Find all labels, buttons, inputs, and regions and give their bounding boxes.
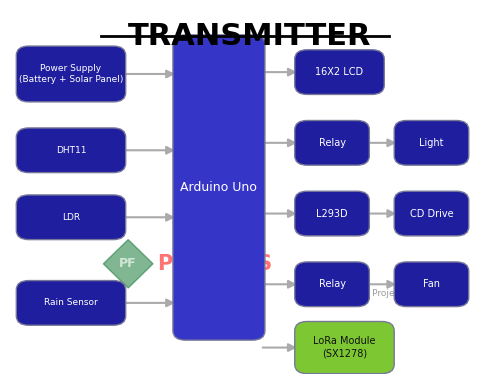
- Text: 16X2 LCD: 16X2 LCD: [316, 67, 364, 77]
- Text: Light: Light: [419, 138, 444, 148]
- Text: Academic Projects: Academic Projects: [326, 289, 408, 298]
- Text: Fan: Fan: [423, 279, 440, 289]
- FancyBboxPatch shape: [16, 195, 126, 240]
- FancyBboxPatch shape: [295, 262, 370, 307]
- Text: LDR: LDR: [62, 213, 80, 222]
- Text: L293D: L293D: [316, 209, 348, 219]
- FancyBboxPatch shape: [295, 321, 394, 374]
- Text: PF: PF: [120, 257, 137, 270]
- FancyBboxPatch shape: [394, 262, 469, 307]
- FancyBboxPatch shape: [295, 120, 370, 165]
- FancyBboxPatch shape: [295, 50, 384, 94]
- Text: Relay: Relay: [318, 138, 345, 148]
- FancyBboxPatch shape: [394, 191, 469, 236]
- Text: Arduino Uno: Arduino Uno: [180, 181, 258, 194]
- FancyBboxPatch shape: [394, 120, 469, 165]
- Text: LoRa Module
(SX1278): LoRa Module (SX1278): [313, 336, 376, 359]
- Text: TRANSMITTER: TRANSMITTER: [128, 22, 372, 51]
- FancyBboxPatch shape: [16, 280, 126, 325]
- Text: PROJECTS: PROJECTS: [158, 254, 273, 274]
- FancyBboxPatch shape: [16, 128, 126, 172]
- Text: Power Supply
(Battery + Solar Panel): Power Supply (Battery + Solar Panel): [19, 64, 123, 84]
- FancyBboxPatch shape: [173, 35, 265, 340]
- FancyBboxPatch shape: [16, 46, 126, 102]
- Text: DHT11: DHT11: [56, 146, 86, 155]
- FancyBboxPatch shape: [295, 191, 370, 236]
- Text: Relay: Relay: [318, 279, 345, 289]
- Text: CD Drive: CD Drive: [410, 209, 454, 219]
- Text: Rain Sensor: Rain Sensor: [44, 298, 98, 307]
- Polygon shape: [104, 240, 153, 288]
